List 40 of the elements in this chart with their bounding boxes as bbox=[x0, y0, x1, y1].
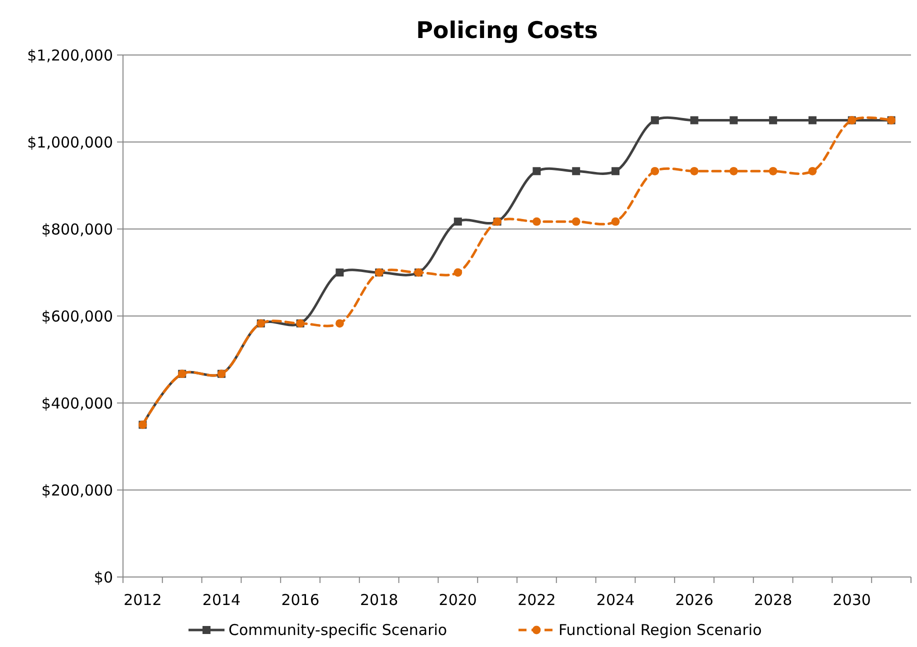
legend-label: Functional Region Scenario bbox=[558, 621, 762, 639]
point bbox=[730, 116, 738, 124]
point bbox=[768, 166, 778, 176]
x-tick-label: 2030 bbox=[832, 591, 871, 609]
point bbox=[454, 218, 462, 226]
point bbox=[808, 166, 817, 176]
x-tick-label: 2026 bbox=[675, 591, 714, 609]
legend-label: Community-specific Scenario bbox=[228, 621, 448, 639]
y-tick-label: $1,000,000 bbox=[27, 133, 113, 152]
y-tick-label: $200,000 bbox=[41, 481, 113, 500]
point bbox=[769, 116, 778, 124]
y-tick-label: $800,000 bbox=[41, 220, 113, 238]
x-tick-label: 2022 bbox=[518, 591, 556, 609]
point bbox=[336, 319, 344, 328]
point bbox=[532, 217, 541, 226]
x-tick-label: 2016 bbox=[281, 591, 320, 609]
x-tick-label: 2020 bbox=[438, 591, 477, 609]
x-tick-label: 2024 bbox=[596, 591, 635, 609]
y-tick-label: $400,000 bbox=[41, 394, 113, 412]
point bbox=[454, 268, 462, 277]
point bbox=[690, 166, 698, 176]
point bbox=[611, 217, 620, 226]
point bbox=[730, 166, 738, 176]
point bbox=[650, 166, 660, 176]
point bbox=[572, 217, 580, 226]
y-tick-label: $600,000 bbox=[41, 307, 113, 326]
y-tick-label: $0 bbox=[94, 568, 113, 586]
point bbox=[650, 116, 659, 124]
point bbox=[690, 116, 698, 124]
point bbox=[532, 167, 541, 176]
chart-title: Policing Costs bbox=[416, 18, 598, 44]
point bbox=[336, 268, 344, 276]
y-tick-label: $1,200,000 bbox=[27, 46, 113, 64]
point bbox=[572, 167, 580, 176]
point bbox=[808, 116, 816, 124]
point bbox=[612, 167, 620, 176]
x-tick-label: 2012 bbox=[124, 591, 162, 609]
x-tick-label: 2028 bbox=[754, 591, 792, 609]
x-tick-label: 2018 bbox=[360, 591, 398, 609]
x-tick-label: 2014 bbox=[202, 591, 241, 609]
